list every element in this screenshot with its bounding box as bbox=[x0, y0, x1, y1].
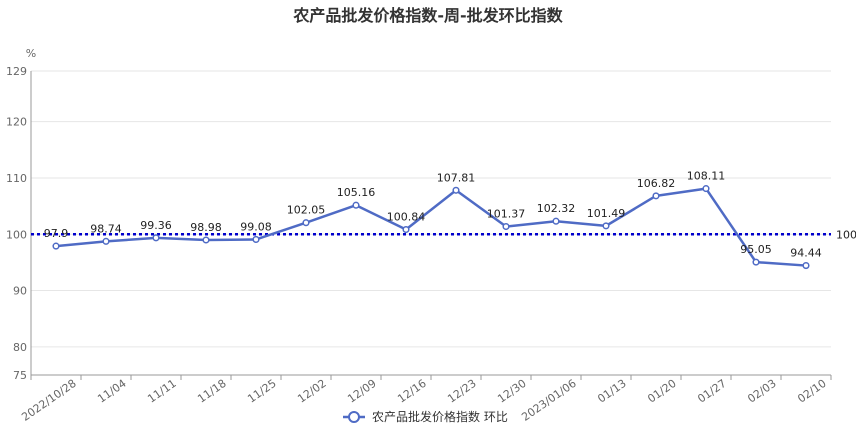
x-tick-label: 12/02 bbox=[295, 377, 328, 406]
y-tick-label: 110 bbox=[6, 172, 27, 185]
data-label: 101.49 bbox=[587, 207, 626, 220]
data-label: 102.32 bbox=[537, 202, 576, 215]
y-tick-label: 75 bbox=[13, 369, 27, 382]
data-label: 106.82 bbox=[637, 177, 676, 190]
legend-marker-icon bbox=[348, 411, 360, 423]
data-point bbox=[652, 192, 660, 200]
data-label: 108.11 bbox=[687, 170, 726, 183]
x-tick-label: 02/03 bbox=[745, 377, 778, 406]
x-tick-label: 12/30 bbox=[495, 377, 528, 406]
data-point bbox=[252, 235, 260, 243]
data-point bbox=[802, 262, 810, 270]
data-point bbox=[602, 222, 610, 230]
data-label: 98.98 bbox=[190, 221, 222, 234]
y-tick-label: 129 bbox=[6, 65, 27, 78]
data-point bbox=[452, 186, 460, 194]
x-tick-label: 11/11 bbox=[145, 377, 178, 406]
x-tick-label: 01/27 bbox=[695, 377, 728, 406]
data-point bbox=[102, 237, 110, 245]
x-tick-label: 12/09 bbox=[345, 377, 378, 406]
y-tick-label: 90 bbox=[13, 285, 27, 298]
x-tick-label: 2023/01/06 bbox=[519, 377, 578, 424]
x-tick-label: 11/04 bbox=[95, 377, 128, 406]
x-tick-label: 12/23 bbox=[445, 377, 478, 406]
x-tick-label: 11/25 bbox=[245, 377, 278, 406]
data-label: 95.05 bbox=[740, 243, 772, 256]
x-tick-label: 01/20 bbox=[645, 377, 678, 406]
x-tick-label: 01/13 bbox=[595, 377, 628, 406]
data-point bbox=[402, 225, 410, 234]
y-tick-label: 100 bbox=[6, 228, 27, 241]
data-point bbox=[502, 222, 510, 231]
data-label: 97.9 bbox=[44, 227, 69, 240]
data-point bbox=[702, 185, 710, 193]
y-axis-unit-label: % bbox=[26, 47, 36, 60]
reference-line-label: 100 bbox=[836, 228, 856, 241]
data-label: 94.44 bbox=[790, 247, 822, 260]
data-label: 107.81 bbox=[437, 171, 476, 184]
x-tick-label: 11/18 bbox=[195, 377, 228, 406]
chart-title: 农产品批发价格指数-周-批发环比指数 bbox=[293, 6, 563, 25]
series-line bbox=[55, 187, 807, 267]
x-tick-label: 2022/10/28 bbox=[19, 377, 78, 424]
x-tick-label: 02/10 bbox=[795, 377, 828, 406]
data-point bbox=[52, 242, 60, 250]
data-label: 98.74 bbox=[90, 222, 122, 235]
x-tick-label: 12/16 bbox=[395, 377, 428, 406]
y-tick-label: 80 bbox=[13, 341, 27, 354]
data-point bbox=[552, 217, 560, 225]
data-label: 99.08 bbox=[240, 220, 272, 233]
data-point bbox=[202, 236, 210, 244]
data-point bbox=[752, 258, 760, 266]
y-tick-label: 120 bbox=[6, 116, 27, 129]
data-label: 105.16 bbox=[337, 186, 376, 199]
data-point bbox=[352, 201, 360, 209]
legend-label: 农产品批发价格指数 环比 bbox=[372, 409, 508, 424]
data-point bbox=[302, 219, 310, 227]
data-label: 101.37 bbox=[487, 208, 526, 221]
data-label: 100.84 bbox=[387, 211, 426, 224]
data-point bbox=[152, 234, 160, 242]
data-label: 99.36 bbox=[140, 219, 172, 232]
data-label: 102.05 bbox=[287, 204, 326, 217]
